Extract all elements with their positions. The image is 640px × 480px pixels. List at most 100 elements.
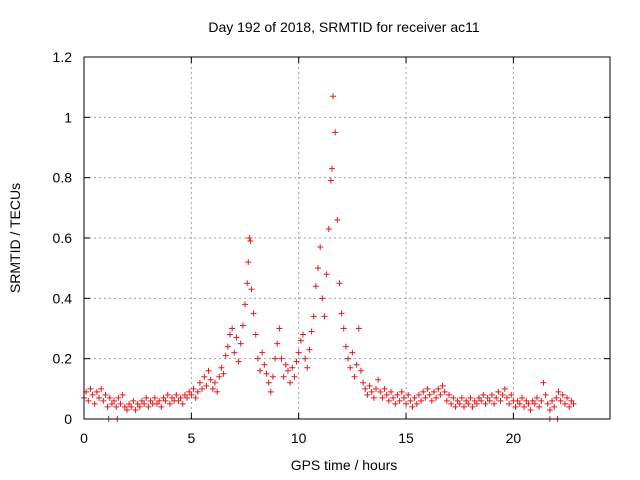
data-point [328,165,335,172]
data-point [448,400,455,407]
data-point [347,364,354,371]
data-point [357,367,364,374]
data-point [93,388,100,395]
data-point [334,216,341,223]
data-point [289,364,296,371]
data-point [278,355,285,362]
data-point [211,379,218,386]
data-point [362,385,369,392]
data-point [295,349,302,356]
data-point [518,394,525,401]
data-point [315,265,322,272]
data-point [194,388,201,395]
data-point [274,340,281,347]
data-point [166,400,173,407]
data-point [426,391,433,398]
data-point [310,313,317,320]
x-tick-label: 15 [398,430,414,446]
data-point [250,310,257,317]
data-point [437,391,444,398]
data-point [480,391,487,398]
data-point [128,403,135,410]
data-point [454,397,461,404]
data-point [192,394,199,401]
axis-ticks: 0 0.2 0.4 0.6 0.8 1 1.2 0 5 10 15 20 [53,49,610,446]
data-point [403,400,410,407]
data-point [501,385,508,392]
data-point [368,388,375,395]
y-axis-label: SRMTID / TECUs [7,183,23,293]
data-point [340,325,347,332]
data-point [366,382,373,389]
data-point [349,349,356,356]
data-point [327,177,334,184]
data-point [342,343,349,350]
data-point [564,394,571,401]
data-point [540,379,547,386]
data-point [433,394,440,401]
x-tick-label: 10 [291,430,307,446]
data-point [415,391,422,398]
data-point [244,280,251,287]
data-point [113,403,120,410]
y-tick-label: 0.2 [53,351,73,367]
data-point [424,385,431,392]
data-point [291,373,298,380]
data-point [312,283,319,290]
data-point [353,361,360,368]
x-tick-label: 5 [187,430,195,446]
data-point [561,400,568,407]
data-point [390,394,397,401]
data-point [364,391,371,398]
data-point [280,373,287,380]
chart-title: Day 192 of 2018, SRMTID for receiver ac1… [208,19,480,35]
data-point [516,400,523,407]
data-point [141,400,148,407]
data-point [379,394,386,401]
data-point [233,334,240,341]
data-point [130,397,137,404]
data-point [469,403,476,410]
data-point [162,397,169,404]
data-point [506,400,513,407]
data-point [134,400,141,407]
data-point [360,379,367,386]
data-point [473,400,480,407]
data-point [299,331,306,338]
data-point [147,397,154,404]
data-point [345,355,352,362]
data-point [222,352,229,359]
data-point [304,364,311,371]
data-point [201,373,208,380]
data-point [499,391,506,398]
data-point [138,397,145,404]
data-point [207,376,214,383]
data-point [119,391,126,398]
data-point [132,406,139,413]
data-point [220,370,227,377]
data-point [430,388,437,395]
data-point [188,391,195,398]
data-point [413,400,420,407]
data-point [546,406,553,413]
data-point [306,346,313,353]
data-point [87,385,94,392]
data-point [235,358,242,365]
data-point [375,376,382,383]
data-point [372,385,379,392]
data-point [102,391,109,398]
data-point [173,391,180,398]
data-point [452,403,459,410]
data-point [276,325,283,332]
data-point [553,394,560,401]
data-point [559,391,566,398]
data-point [216,373,223,380]
x-tick-label: 20 [506,430,522,446]
data-point [89,391,96,398]
data-point [503,394,510,401]
data-point [461,403,468,410]
data-point [495,388,502,395]
data-point [557,397,564,404]
data-point [231,349,238,356]
data-point [488,391,495,398]
